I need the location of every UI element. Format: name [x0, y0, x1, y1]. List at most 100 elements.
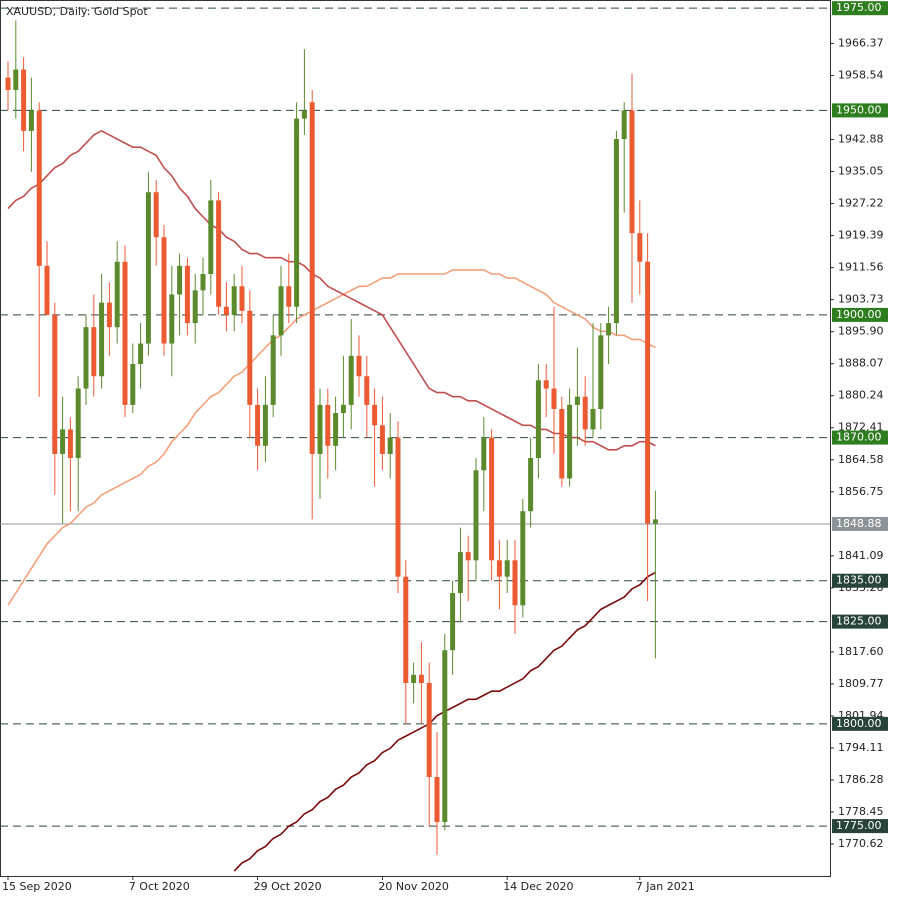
- x-tick-label: 7 Oct 2020: [129, 880, 190, 893]
- candle-body: [520, 511, 526, 606]
- candle-body: [184, 265, 190, 324]
- y-tick-label: 1809.77: [838, 677, 884, 690]
- candle-body: [535, 380, 541, 459]
- candle-body: [75, 388, 81, 459]
- candle-body: [208, 200, 214, 275]
- level-label: 1870.00: [836, 431, 882, 444]
- candle-body: [21, 69, 27, 131]
- x-tick-label: 14 Dec 2020: [503, 880, 573, 893]
- price-box: [832, 516, 888, 531]
- y-tick-label: 1794.11: [838, 741, 884, 754]
- y-tick-label: 1935.05: [838, 165, 884, 178]
- candle-body: [36, 110, 42, 266]
- level-box: [832, 430, 888, 445]
- level-box: [832, 614, 888, 629]
- level-box: [832, 103, 888, 118]
- candle-body: [83, 327, 89, 389]
- level-label: 1825.00: [836, 615, 882, 628]
- candle-body: [567, 404, 573, 479]
- candle-body: [457, 552, 463, 593]
- level-box: [832, 307, 888, 322]
- y-tick-label: 1880.24: [838, 389, 884, 402]
- candle-body: [325, 404, 331, 446]
- candle-body: [91, 327, 97, 377]
- y-tick-label: 1966.37: [838, 36, 884, 49]
- candle-body: [340, 404, 346, 414]
- candle-body: [60, 429, 66, 454]
- candle-body: [192, 290, 198, 324]
- candle-body: [504, 560, 510, 577]
- y-tick-label: 1911.56: [838, 261, 884, 274]
- candle-body: [270, 335, 276, 405]
- candle-body: [379, 425, 385, 454]
- candle-body: [613, 139, 619, 324]
- candle-body: [387, 437, 393, 454]
- candle-body: [200, 274, 206, 291]
- y-tick-label: 1872.41: [838, 421, 884, 434]
- candle-body: [473, 470, 479, 561]
- candle-body: [481, 437, 487, 471]
- candle-body: [67, 429, 73, 459]
- level-label: 1950.00: [836, 103, 882, 116]
- candle-body: [223, 306, 229, 315]
- candle-body: [106, 302, 112, 328]
- candle-body: [559, 408, 565, 479]
- y-tick-label: 1778.45: [838, 805, 884, 818]
- candle-body: [169, 294, 175, 344]
- y-tick-label: 1895.90: [838, 325, 884, 338]
- candle-body: [247, 310, 253, 405]
- candle-body: [153, 192, 159, 238]
- candle-body: [645, 261, 651, 524]
- moving-average: [7, 269, 656, 606]
- level-box: [832, 1, 888, 16]
- y-tick-label: 1864.58: [838, 453, 884, 466]
- candle-body: [582, 396, 588, 430]
- candle-body: [348, 355, 354, 405]
- chart-title: XAUUSD, Daily: Gold Spot: [6, 5, 148, 18]
- candle-body: [5, 77, 11, 90]
- y-tick-label: 1856.75: [838, 485, 884, 498]
- candle-body: [177, 265, 183, 295]
- level-label: 1775.00: [836, 819, 882, 832]
- price-label: 1848.88: [836, 517, 882, 530]
- y-tick-label: 1786.28: [838, 773, 884, 786]
- candle-body: [301, 110, 307, 119]
- candle-body: [145, 192, 151, 344]
- candle-body: [333, 413, 339, 446]
- candle-body: [403, 576, 409, 683]
- level-label: 1975.00: [836, 1, 882, 14]
- candle-body: [418, 674, 424, 683]
- candle-body: [574, 396, 580, 405]
- level-label: 1900.00: [836, 308, 882, 321]
- candle-body: [356, 355, 362, 377]
- candle-body: [528, 458, 534, 512]
- candle-body: [138, 343, 144, 364]
- candle-body: [239, 286, 245, 311]
- candle-body: [231, 286, 237, 315]
- x-tick-label: 20 Nov 2020: [378, 880, 448, 893]
- candle-body: [278, 286, 284, 336]
- level-label: 1800.00: [836, 717, 882, 730]
- candle-body: [99, 302, 105, 377]
- level-box: [832, 716, 888, 731]
- candle-body: [442, 650, 448, 823]
- candle-body: [465, 552, 471, 561]
- candle-body: [450, 592, 456, 651]
- y-tick-label: 1770.62: [838, 837, 884, 850]
- candle-body: [551, 388, 557, 409]
- candle-body: [255, 404, 261, 446]
- candle-body: [52, 314, 58, 454]
- candle-body: [512, 560, 518, 606]
- plot-frame: [0, 0, 831, 877]
- candle-body: [489, 437, 495, 561]
- level-box: [832, 573, 888, 588]
- candle-body: [317, 404, 323, 454]
- y-tick-label: 1919.39: [838, 229, 884, 242]
- candle-body: [44, 265, 50, 315]
- level-label: 1835.00: [836, 574, 882, 587]
- candle-body: [262, 404, 268, 446]
- candle-body: [122, 261, 128, 405]
- x-tick-label: 15 Sep 2020: [2, 880, 72, 893]
- candle-body: [426, 682, 432, 778]
